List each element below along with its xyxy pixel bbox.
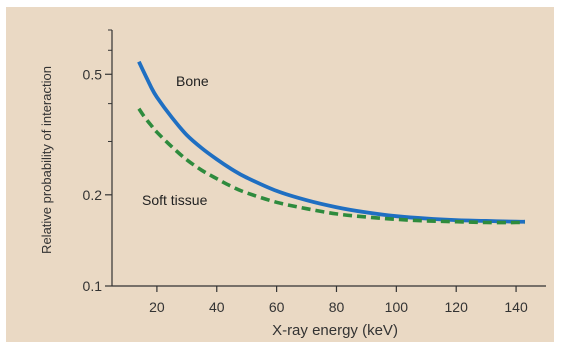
x-tick-label: 100 bbox=[385, 299, 409, 315]
y-tick-label: 0.1 bbox=[83, 278, 103, 294]
series-label-bone: Bone bbox=[176, 73, 209, 89]
chart-panel: 20 40 60 80 100 120 140 0.1 0.2 0.5 X-ray energy … bbox=[6, 7, 554, 342]
x-tick-label: 20 bbox=[149, 299, 165, 315]
y-tick-label: 0.2 bbox=[83, 187, 103, 203]
chart-svg: 20 40 60 80 100 120 140 0.1 0.2 0.5 X-ray energy … bbox=[39, 29, 546, 339]
x-tick-label: 80 bbox=[329, 299, 345, 315]
series-label-soft-tissue: Soft tissue bbox=[142, 192, 208, 208]
y-tick-label: 0.5 bbox=[83, 66, 103, 82]
x-tick-label: 60 bbox=[269, 299, 285, 315]
y-axis-title: Relative probability of interaction bbox=[39, 66, 54, 254]
x-tick-label: 140 bbox=[504, 299, 528, 315]
x-tick-label: 120 bbox=[445, 299, 469, 315]
axes bbox=[111, 30, 546, 287]
series-line-bone bbox=[137, 60, 526, 224]
x-tick-label: 40 bbox=[209, 299, 225, 315]
series bbox=[137, 60, 526, 225]
series-line-soft-tissue bbox=[137, 107, 525, 225]
ticks: 20 40 60 80 100 120 140 0.1 0.2 0.5 bbox=[83, 29, 528, 315]
x-axis-title: X-ray energy (keV) bbox=[272, 322, 398, 339]
